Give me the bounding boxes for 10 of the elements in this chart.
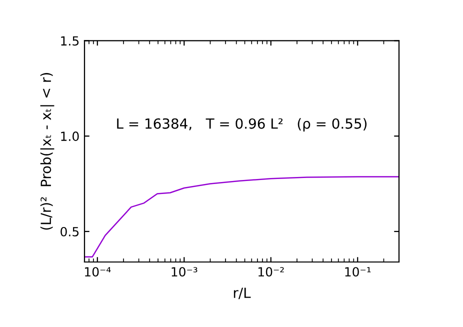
y-tick-label: 1.0 xyxy=(61,132,79,142)
x-tick-label: 10⁻¹ xyxy=(345,267,371,277)
y-tick-label: 0.5 xyxy=(60,226,79,236)
x-axis-title: r/L xyxy=(234,288,251,300)
x-tick-label: 10⁻³ xyxy=(172,267,198,277)
x-tick-label: 10⁻⁴ xyxy=(85,267,111,277)
y-axis-title: (L/r)² Prob(|xₜ - xₜ| < r) xyxy=(40,73,54,230)
x-tick-label: 10⁻² xyxy=(258,267,284,277)
y-tick-label: 1.5 xyxy=(61,36,79,46)
annotation: L = 16384, T = 0.96 L² (ρ = 0.55) xyxy=(117,118,367,132)
